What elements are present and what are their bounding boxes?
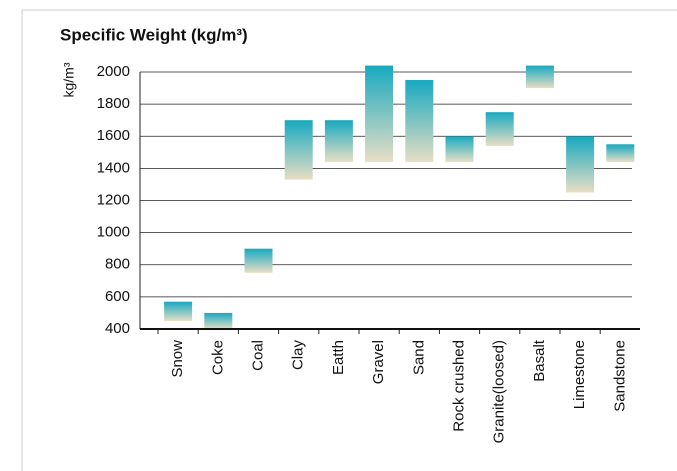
y-axis-label: kg/m³ <box>61 62 77 97</box>
bar <box>204 312 233 329</box>
bar <box>525 65 554 89</box>
bar <box>324 120 353 162</box>
bar <box>566 136 595 193</box>
x-tick-label: Rock crushed <box>450 340 467 432</box>
x-tick-label: Clay <box>290 340 307 371</box>
bar <box>405 80 434 162</box>
y-tick-label: 1400 <box>97 159 130 176</box>
y-tick-label: 1600 <box>97 127 130 144</box>
x-tick-label: Sand <box>410 340 427 375</box>
y-tick-label: 2000 <box>97 63 130 80</box>
x-tick-label: Granite(loosed) <box>491 340 508 443</box>
x-tick-label: Eatth <box>330 340 347 375</box>
x-tick-label: Sandstone <box>611 340 628 412</box>
bar <box>164 301 193 321</box>
y-tick-label: 1800 <box>97 95 130 112</box>
x-tick-label: Basalt <box>531 339 548 382</box>
y-tick-label: 1200 <box>97 191 130 208</box>
x-tick-label: Coke <box>209 340 226 375</box>
y-tick-label: 800 <box>105 256 130 273</box>
bar <box>365 65 394 162</box>
y-tick-label: 1000 <box>97 224 130 241</box>
x-tick-label: Coal <box>249 340 266 371</box>
bar <box>445 136 474 162</box>
bar <box>606 144 635 162</box>
x-tick-label: Limestone <box>571 340 588 409</box>
chart-title: Specific Weight (kg/m³) <box>60 25 248 44</box>
y-tick-label: 600 <box>105 288 130 305</box>
x-tick-label: Gravel <box>370 340 387 384</box>
bar <box>284 120 313 180</box>
x-tick-label: Snow <box>169 340 186 378</box>
y-tick-label: 400 <box>105 320 130 337</box>
bar <box>485 112 514 146</box>
bar <box>244 248 273 273</box>
